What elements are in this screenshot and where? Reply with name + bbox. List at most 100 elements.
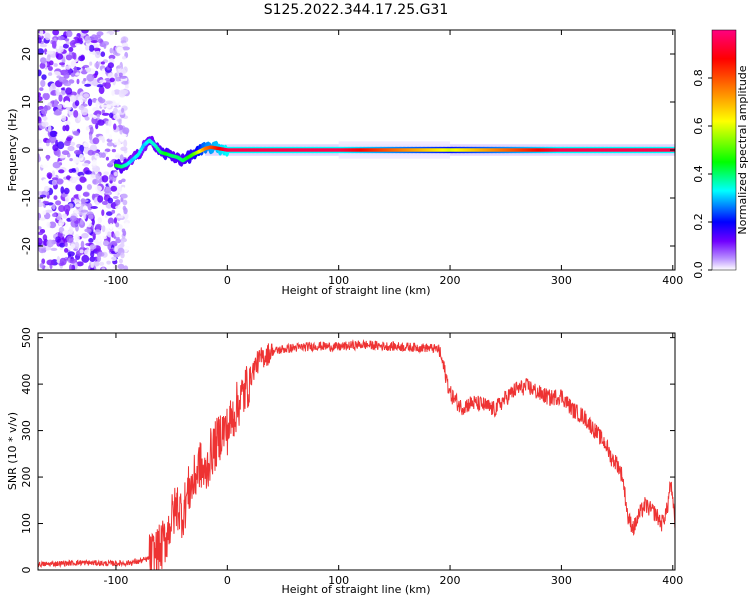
noise-speckle [62, 230, 70, 235]
y-tick-label: -20 [20, 237, 33, 255]
noise-speckle [39, 87, 44, 91]
noise-speckle [38, 107, 42, 111]
noise-speckle [92, 178, 99, 185]
noise-speckle [55, 200, 62, 206]
noise-speckle [93, 115, 97, 120]
noise-speckle [79, 249, 84, 254]
noise-speckle [52, 30, 60, 36]
noise-speckle [89, 244, 97, 250]
noise-speckle [101, 138, 106, 143]
noise-speckle [121, 80, 129, 85]
noise-speckle [72, 130, 79, 136]
noise-speckle [97, 217, 103, 224]
noise-speckle [111, 90, 115, 96]
x-tick-label: -100 [103, 574, 128, 587]
noise-speckle [42, 88, 50, 94]
colorbar-tick-label: 0.8 [692, 69, 705, 87]
noise-speckle [108, 119, 112, 127]
noise-speckle [97, 119, 105, 126]
noise-speckle [80, 240, 85, 249]
noise-speckle [120, 89, 129, 95]
spectrogram-x-ticks: -100 0 100 200 300 400 [103, 30, 683, 287]
colorbar-tick-label: 0.4 [692, 165, 705, 183]
noise-speckle [113, 89, 121, 95]
x-tick-label: 0 [224, 574, 231, 587]
noise-speckle [85, 45, 90, 51]
noise-speckle [116, 215, 124, 219]
noise-speckle [77, 113, 81, 121]
noise-speckle [91, 218, 95, 226]
noise-speckle [59, 242, 66, 248]
noise-speckle [108, 174, 114, 181]
noise-speckle [51, 179, 58, 186]
colorbar-tick-label: 0.2 [692, 213, 705, 231]
noise-speckle [86, 222, 92, 228]
noise-speckle [52, 203, 56, 210]
noise-speckle [115, 199, 121, 206]
noise-speckle [38, 237, 43, 245]
noise-speckle [87, 202, 93, 211]
snr-series-line [38, 339, 675, 570]
noise-speckle [101, 112, 110, 116]
noise-speckle [78, 191, 83, 200]
noise-speckle [64, 100, 70, 107]
noise-speckle [121, 133, 127, 137]
noise-speckle [56, 53, 64, 60]
noise-speckle [107, 217, 114, 225]
noise-speckle [42, 116, 48, 121]
snr-x-ticks: -100 0 100 200 300 400 [103, 333, 683, 587]
noise-speckle [108, 54, 116, 60]
noise-speckle [38, 143, 41, 147]
noise-speckle [67, 251, 75, 257]
spectrogram-y-ticks: -20 -10 0 10 20 [20, 47, 675, 255]
noise-speckle [69, 215, 77, 222]
x-tick-label: 400 [662, 274, 683, 287]
noise-speckle [99, 79, 107, 84]
noise-speckle [91, 159, 97, 166]
noise-speckle [58, 205, 66, 212]
noise-speckle [120, 252, 125, 259]
noise-speckle [70, 141, 76, 146]
y-tick-label: 300 [20, 420, 33, 441]
noise-speckle [122, 205, 127, 211]
noise-speckle [98, 98, 106, 104]
noise-speckle [113, 141, 121, 146]
noise-speckle [119, 136, 125, 142]
noise-speckle [95, 123, 99, 130]
noise-speckle [68, 168, 74, 173]
noise-speckle [55, 236, 61, 243]
noise-speckle [51, 177, 59, 181]
noise-speckle [85, 170, 92, 175]
noise-speckle [58, 169, 65, 174]
noise-speckle [42, 92, 50, 101]
noise-speckle [115, 205, 121, 210]
noise-speckle [38, 231, 44, 236]
noise-speckle [78, 47, 82, 52]
noise-speckle [38, 37, 42, 44]
noise-speckle [123, 265, 129, 270]
noise-speckle [119, 258, 123, 264]
noise-speckle [70, 72, 76, 77]
noise-speckle [100, 104, 108, 108]
noise-speckle [63, 72, 70, 79]
noise-speckle [90, 34, 98, 42]
noise-speckle [60, 186, 65, 194]
noise-speckle [52, 161, 61, 169]
noise-speckle [46, 50, 54, 55]
noise-speckle [84, 35, 92, 44]
snr-plot-area [38, 333, 675, 570]
noise-speckle [84, 249, 91, 256]
noise-speckle [92, 78, 99, 87]
x-tick-label: 0 [224, 274, 231, 287]
noise-speckle [85, 67, 92, 73]
noise-speckle [97, 235, 102, 243]
noise-speckle [69, 40, 78, 48]
chart-title: S125.2022.344.17.25.G31 [264, 2, 449, 18]
noise-speckle [39, 30, 44, 37]
noise-speckle [50, 247, 58, 251]
noise-speckle [73, 110, 79, 118]
noise-speckle [101, 175, 109, 183]
noise-speckle [67, 145, 75, 152]
noise-speckle [41, 121, 49, 127]
noise-speckle [63, 248, 69, 253]
